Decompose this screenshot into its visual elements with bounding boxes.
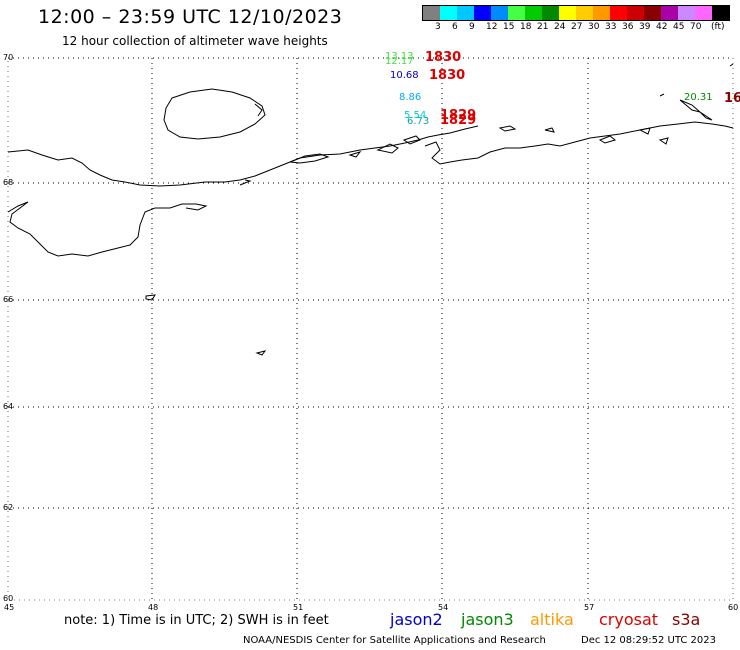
swh-reading: 5.54 [404,110,427,121]
legend-tick-label: 24 [554,22,566,32]
pass-time-label: 1830 [429,68,466,83]
legend-tick-label: 33 [605,22,617,32]
latitude-label: 62 [3,503,14,512]
legend-swatch [508,6,525,20]
legend-swatch [593,6,610,20]
map-title: 12:00 – 23:59 UTC 12/10/2023 [38,6,343,28]
swh-reading: 8.86 [399,92,422,103]
legend-swatch [712,6,729,20]
legend-unit-label: (ft) [711,22,725,32]
swh-reading: 13.13 [385,51,414,62]
legend-swatch [576,6,593,20]
satellite-label-s3a: s3a [672,610,701,629]
pass-time-label: 1830 [425,50,462,65]
legend-swatch [661,6,678,20]
longitude-label: 48 [148,603,159,612]
legend-tick-label: 27 [571,22,583,32]
map-subtitle: 12 hour collection of altimeter wave hei… [62,34,328,48]
legend-swatch [474,6,491,20]
coastline [7,63,734,356]
longitude-label: 51 [293,603,304,612]
latitude-label: 66 [3,295,14,304]
legend-tick-label: 3 [435,22,441,32]
legend-swatch [542,6,559,20]
pass-time-label: 1829 [440,108,477,123]
legend-tick-label: 30 [588,22,600,32]
legend-tick-label: 18 [520,22,532,32]
footer-timestamp: Dec 12 08:29:52 UTC 2023 [581,635,716,646]
graticule [8,57,733,600]
legend-tick-label: 45 [673,22,685,32]
legend-swatch [678,6,695,20]
legend-swatch [610,6,627,20]
wave-height-color-legend [422,5,730,21]
legend-tick-label: 39 [639,22,651,32]
legend-tick-label: 15 [503,22,515,32]
legend-swatch [695,6,712,20]
longitude-label: 60 [728,603,739,612]
legend-swatch [525,6,542,20]
satellite-label-jason2: jason2 [390,610,443,629]
latitude-label: 60 [3,594,14,603]
map-frame [7,57,734,601]
legend-swatch [559,6,576,20]
satellite-label-altika: altika [530,610,574,629]
latitude-label: 64 [3,402,14,411]
longitude-label: 57 [584,603,595,612]
pass-time-label: 1829 [440,113,477,128]
satellite-label-cryosat: cryosat [599,610,659,629]
legend-swatch [491,6,508,20]
legend-tick-label: 21 [537,22,549,32]
units-note: note: 1) Time is in UTC; 2) SWH is in fe… [64,613,329,628]
swh-reading: 20.31 [684,92,713,103]
legend-swatch [440,6,457,20]
legend-tick-label: 12 [486,22,498,32]
legend-swatch [457,6,474,20]
satellite-label-jason3: jason3 [461,610,514,629]
legend-tick-label: 70 [690,22,702,32]
legend-tick-label: 6 [452,22,458,32]
longitude-label: 54 [438,603,449,612]
legend-tick-label: 9 [469,22,475,32]
pass-time-label: 16 [724,91,740,106]
legend-tick-label: 42 [656,22,668,32]
legend-swatch [627,6,644,20]
latitude-label: 70 [3,53,14,62]
footer-credit: NOAA/NESDIS Center for Satellite Applica… [243,635,546,646]
swh-reading: 12.17 [385,56,414,67]
swh-reading: 10.68 [390,70,419,81]
legend-swatch [644,6,661,20]
longitude-label: 45 [4,603,15,612]
legend-swatch [423,6,440,20]
swh-reading: 6.73 [407,116,430,127]
legend-tick-label: 36 [622,22,634,32]
latitude-label: 68 [3,178,14,187]
